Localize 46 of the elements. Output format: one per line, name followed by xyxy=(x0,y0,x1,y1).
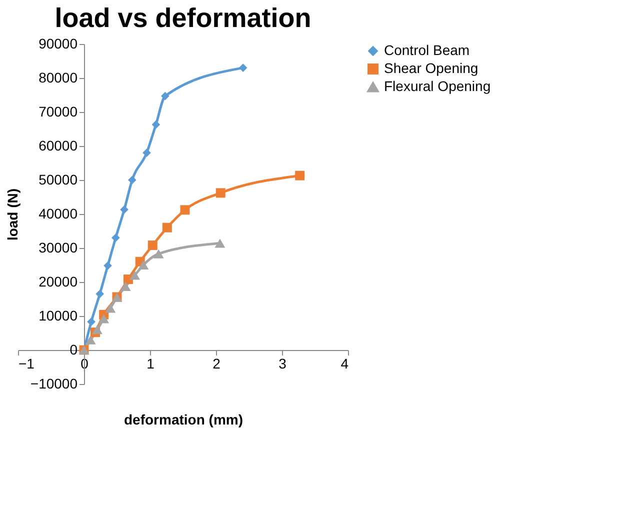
y-tick-label: 0 xyxy=(70,342,78,358)
y-tick-label: 80000 xyxy=(38,70,78,86)
point xyxy=(120,282,131,291)
point xyxy=(111,234,120,242)
x-tick-label: −1 xyxy=(18,356,35,372)
point xyxy=(152,120,160,129)
point xyxy=(87,318,96,326)
y-tick-label: 10000 xyxy=(38,308,78,324)
y-tick-label: −10000 xyxy=(30,376,78,392)
y-tick-label: 50000 xyxy=(38,172,78,188)
chart-title: load vs deformation xyxy=(54,3,312,33)
point xyxy=(98,314,110,324)
point xyxy=(120,205,128,214)
point xyxy=(104,261,112,270)
legend-label: Shear Opening xyxy=(384,60,478,76)
y-tick-label: 30000 xyxy=(38,240,78,256)
legend-label: Flexural Opening xyxy=(384,78,491,94)
point xyxy=(153,249,164,258)
y-tick-label: 70000 xyxy=(38,104,78,120)
point xyxy=(160,92,170,100)
point xyxy=(180,205,190,215)
point xyxy=(238,64,248,72)
x-tick-label: 2 xyxy=(212,356,221,372)
point xyxy=(295,170,305,180)
point xyxy=(96,290,104,298)
y-axis-title: load (N) xyxy=(4,188,20,241)
y-tick-label: 40000 xyxy=(38,206,78,222)
point xyxy=(138,260,149,270)
x-tick-label: 4 xyxy=(340,356,349,372)
point xyxy=(148,240,158,250)
point xyxy=(142,148,151,157)
y-tick-label: 20000 xyxy=(38,274,78,290)
x-tick-label: 1 xyxy=(146,356,155,372)
point xyxy=(214,238,226,248)
point xyxy=(162,222,172,232)
point xyxy=(128,176,136,184)
x-tick-label: 3 xyxy=(278,356,287,372)
y-tick-label: 90000 xyxy=(38,36,78,52)
point xyxy=(216,188,226,198)
x-axis-title: deformation (mm) xyxy=(124,412,243,428)
legend-label: Control Beam xyxy=(384,42,470,58)
point xyxy=(105,304,116,313)
y-tick-label: 60000 xyxy=(38,138,78,154)
point xyxy=(85,335,96,344)
point xyxy=(130,270,140,280)
point xyxy=(92,325,102,334)
